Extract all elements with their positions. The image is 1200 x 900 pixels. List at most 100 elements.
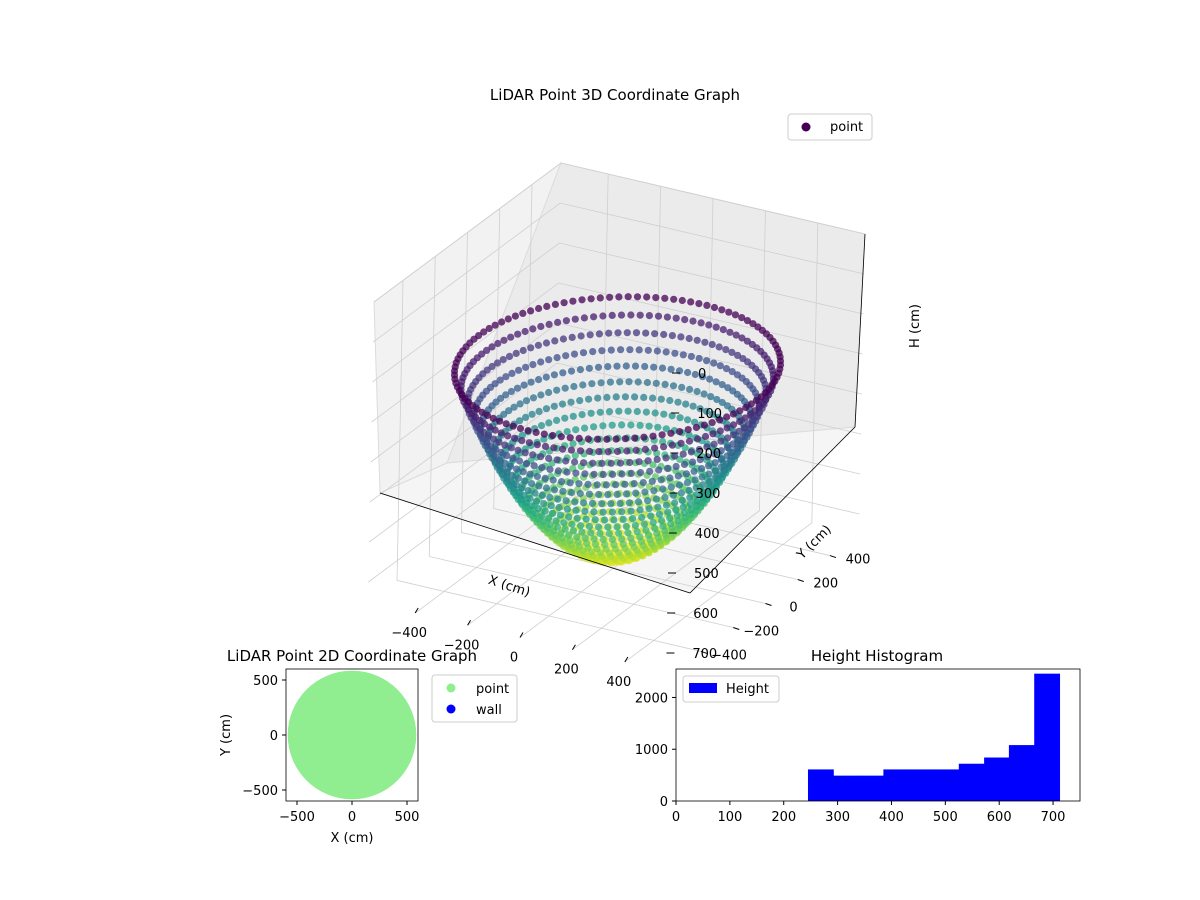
lidar-point [537, 391, 545, 399]
lidar-point [521, 327, 529, 336]
y-tick-label: 400 [846, 553, 871, 568]
lidar-point [743, 317, 752, 325]
lidar-point [537, 422, 546, 430]
lidar-point [654, 503, 662, 511]
lidar-point [693, 502, 701, 510]
lidar-point [579, 499, 588, 507]
lidar-point [608, 508, 617, 516]
lidar-point [693, 491, 701, 499]
lidar-point [715, 343, 723, 351]
lidar-point [545, 454, 553, 462]
histogram-bar [958, 763, 985, 801]
lidar-point [627, 507, 635, 515]
lidar-point [695, 300, 703, 308]
lidar-point [576, 366, 585, 374]
lidar-point [662, 348, 670, 356]
lidar-point [527, 344, 535, 352]
lidar-point [621, 435, 630, 443]
lidar-point [708, 419, 716, 427]
lidar-point [584, 435, 592, 443]
lidar-point [553, 386, 561, 394]
x-tick-label: 200 [554, 663, 579, 678]
lidar-point [522, 397, 531, 405]
lidar-point [575, 480, 583, 488]
3d-legend-box [787, 113, 873, 141]
lidar-point [667, 483, 675, 491]
lidar-point [643, 293, 651, 301]
lidar-point [636, 469, 645, 477]
gridline-y [396, 280, 702, 652]
lidar-point [723, 443, 732, 452]
lidar-point [590, 313, 598, 321]
lidar-point [523, 459, 531, 468]
lidar-point [666, 474, 674, 482]
lidar-point [645, 505, 653, 513]
lidar-point [589, 348, 597, 356]
x-tick-label: 0 [510, 651, 518, 666]
lidar-point [718, 398, 726, 407]
lidar-point [642, 329, 650, 337]
lidar-point [581, 424, 589, 432]
lidar-point [617, 311, 626, 319]
lidar-point [717, 437, 725, 445]
lidar-point [497, 448, 505, 457]
lidar-point [698, 473, 706, 481]
lidar-point [668, 332, 677, 340]
gridline-y [461, 232, 766, 604]
lidar-point [565, 513, 573, 521]
lidar-point [716, 427, 724, 435]
lidar-point [576, 397, 584, 405]
lidar-point [502, 373, 510, 381]
3d-z-axis-line [854, 233, 866, 428]
lidar-point [571, 498, 579, 506]
lidar-point [521, 449, 529, 457]
lidar-point [603, 435, 611, 443]
histogram-legend-swatch [689, 683, 717, 693]
lidar-point [540, 430, 548, 438]
lidar-point [677, 489, 686, 497]
lidar-point [633, 293, 642, 301]
lidar-point [605, 530, 613, 538]
lidar-point [684, 416, 692, 424]
lidar-point [650, 487, 658, 495]
lidar-point [569, 527, 578, 535]
x-tick-label: 500 [933, 810, 958, 825]
lidar-point [495, 438, 503, 446]
3d-gridlines [368, 162, 866, 663]
lidar-point [660, 443, 668, 451]
lidar-point [508, 369, 516, 377]
lidar-point [543, 302, 551, 310]
lidar-point [502, 420, 510, 428]
histogram-bar [1008, 745, 1035, 801]
3d-scatter-axes: LiDAR Point 3D Coordinate Graph −400 −200… [368, 86, 923, 690]
lidar-point [590, 508, 598, 516]
lidar-point [647, 512, 655, 520]
lidar-point [689, 458, 697, 466]
lidar-point [527, 307, 535, 315]
lidar-point [729, 440, 737, 448]
gridline-z [372, 242, 864, 383]
lidar-point [614, 329, 622, 337]
lidar-point [612, 481, 620, 489]
lidar-point [705, 484, 713, 492]
3d-y-axis-label: Y (cm) [794, 522, 835, 563]
x-tick-label: 600 [987, 810, 1012, 825]
x-tick-label: −200 [444, 638, 480, 653]
lidar-point [631, 521, 640, 530]
histogram-bar [807, 769, 834, 801]
lidar-point [533, 472, 542, 480]
lidar-point [542, 373, 550, 381]
lidar-point [678, 296, 686, 305]
lidar-point [491, 426, 499, 434]
lidar-point [717, 463, 725, 471]
lidar-point [514, 330, 522, 338]
lidar-point [530, 462, 538, 470]
lidar-point [705, 470, 713, 478]
lidar-point [649, 394, 657, 402]
lidar-point [662, 501, 671, 509]
2d-axis-ticks: −500 0 500 −500 0 500 [242, 674, 419, 825]
lidar-point [700, 421, 709, 429]
y-tick-mark [765, 603, 772, 606]
lidar-point [671, 452, 679, 460]
lidar-point [532, 428, 540, 436]
